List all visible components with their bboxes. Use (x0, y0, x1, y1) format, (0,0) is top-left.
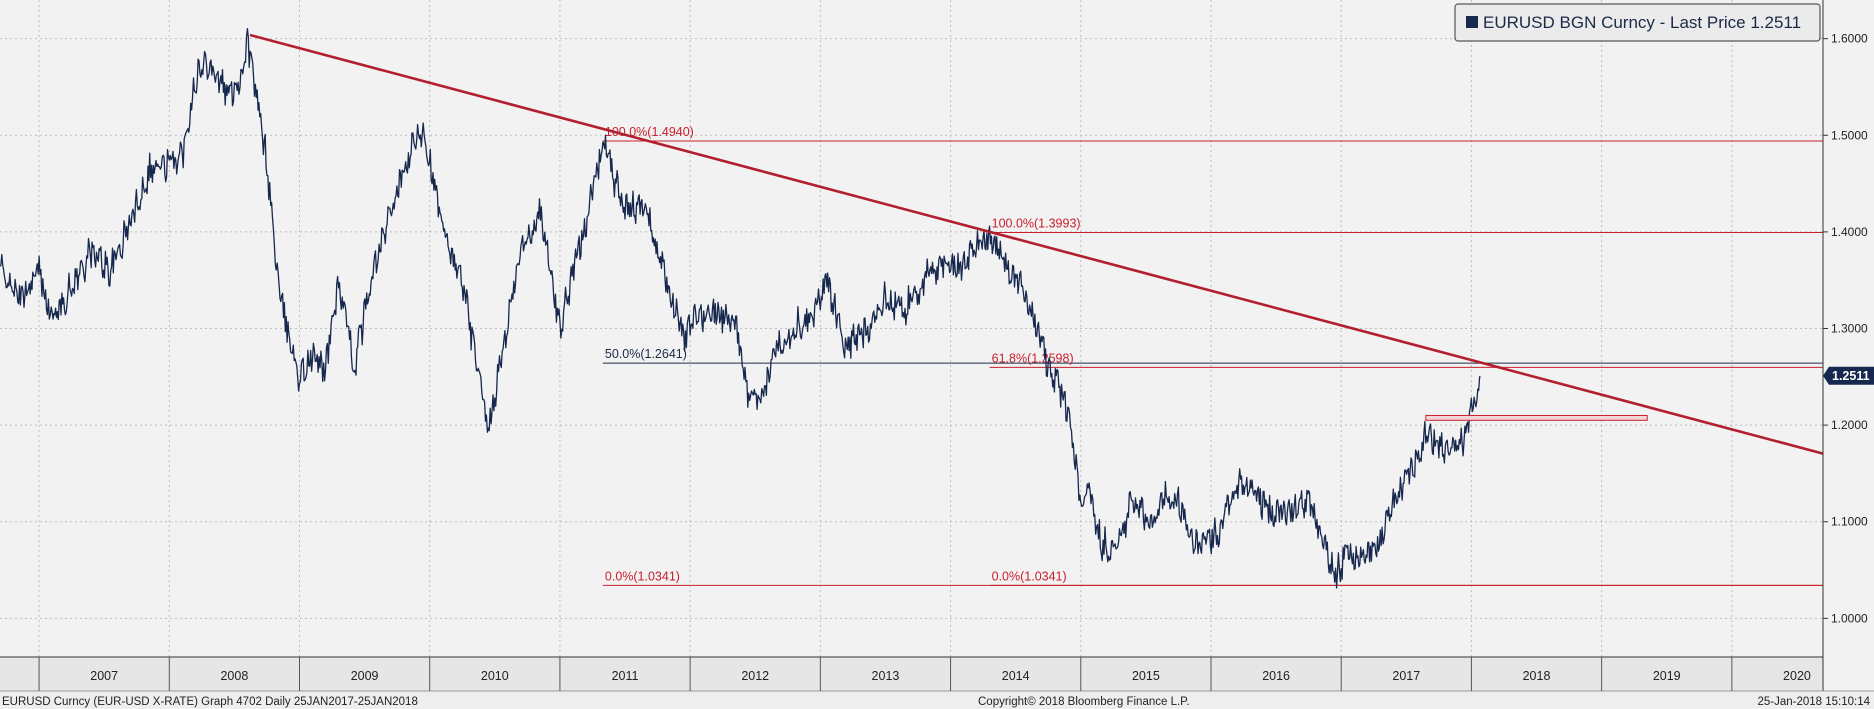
y-tick-label: 1.3000 (1831, 322, 1868, 336)
legend-swatch (1466, 16, 1478, 28)
x-tick-label: 2009 (351, 669, 379, 683)
fib-level-label: 100.0%(1.3993) (992, 217, 1081, 231)
fib-level-label: 61.8%(1.2598) (992, 351, 1074, 365)
legend-label: EURUSD BGN Curncy - Last Price 1.2511 (1483, 13, 1801, 32)
x-axis: 2007 2008 2009 2010 2011 2012 2013 2014 2015 2016… (0, 656, 1874, 692)
overlays (249, 33, 1824, 455)
y-tick-label: 1.5000 (1831, 128, 1868, 142)
price-series (0, 27, 1481, 589)
x-tick-label: 2012 (741, 669, 769, 683)
x-tick-label: 2019 (1653, 669, 1681, 683)
x-tick-label: 2013 (872, 669, 900, 683)
fib-level-label: 0.0%(1.0341) (992, 569, 1067, 583)
x-tick-label: 2016 (1262, 669, 1290, 683)
last-price-tag (1823, 366, 1874, 385)
y-tick-label: 1.1000 (1831, 515, 1868, 529)
footer-center: Copyright© 2018 Bloomberg Finance L.P. (978, 696, 1190, 708)
x-tick-label: 2015 (1132, 669, 1160, 683)
x-axis-band (0, 657, 1823, 691)
x-tick-label: 2014 (1002, 669, 1030, 683)
legend: EURUSD BGN Curncy - Last Price 1.2511 (1454, 3, 1821, 42)
y-axis: 1.0000 1.1000 1.2000 1.3000 1.4000 1.5000 1.60… (1822, 0, 1874, 691)
x-tick-label: 2010 (481, 669, 509, 683)
x-tick-label: 2017 (1392, 669, 1420, 683)
y-tick-label: 1.0000 (1831, 611, 1868, 625)
x-tick-label: 2011 (612, 669, 639, 683)
x-tick-label: 2008 (220, 669, 248, 683)
y-tick-label: 1.6000 (1831, 32, 1868, 46)
footer-left: EURUSD Curncy (EUR-USD X-RATE) Graph 470… (2, 696, 418, 708)
trend-line (249, 33, 1824, 455)
footer-band (0, 691, 1874, 709)
last-price-label: 1.2511 (1832, 369, 1870, 383)
x-tick-label: 2020 (1783, 669, 1811, 683)
y-tick-label: 1.4000 (1831, 225, 1868, 239)
price-line (0, 27, 1481, 589)
x-tick-label: 2007 (90, 669, 118, 683)
footer-right: 25-Jan-2018 15:10:14 (1757, 696, 1870, 708)
fib-level-label: 0.0%(1.0341) (605, 569, 680, 583)
y-tick-label: 1.2000 (1831, 418, 1868, 432)
support-zone (1425, 414, 1648, 421)
legend-box (1454, 3, 1821, 42)
y-axis-area (1823, 0, 1874, 657)
x-tick-label: 2018 (1523, 669, 1551, 683)
fibonacci-levels: 100.0%(1.4940)100.0%(1.3993)50.0%(1.2641… (602, 125, 1823, 586)
gridlines (0, 0, 1823, 657)
fib-level-label: 50.0%(1.2641) (605, 347, 687, 361)
